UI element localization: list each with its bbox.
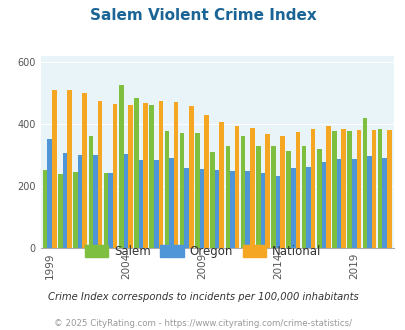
Bar	[139, 159, 143, 248]
Bar	[366, 156, 371, 248]
Bar	[280, 136, 284, 248]
Bar	[199, 169, 204, 248]
Bar	[179, 133, 184, 248]
Bar	[195, 133, 199, 248]
Bar	[169, 158, 173, 248]
Bar	[305, 167, 310, 248]
Bar	[234, 126, 239, 248]
Bar	[377, 129, 382, 248]
Bar	[382, 158, 386, 248]
Bar	[336, 159, 341, 248]
Bar	[43, 170, 47, 248]
Bar	[331, 131, 336, 248]
Bar	[52, 90, 56, 248]
Bar	[62, 153, 67, 248]
Bar	[310, 129, 315, 248]
Bar	[321, 162, 325, 248]
Bar	[219, 122, 224, 248]
Bar	[149, 105, 153, 248]
Bar	[275, 176, 280, 248]
Bar	[93, 155, 98, 248]
Bar	[295, 132, 299, 248]
Bar	[325, 125, 330, 248]
Text: Crime Index corresponds to incidents per 100,000 inhabitants: Crime Index corresponds to incidents per…	[47, 292, 358, 302]
Bar	[173, 102, 178, 248]
Bar	[98, 101, 102, 248]
Bar	[119, 85, 123, 248]
Bar	[164, 131, 169, 248]
Bar	[240, 136, 245, 248]
Bar	[88, 136, 93, 248]
Bar	[316, 149, 321, 248]
Bar	[189, 106, 193, 248]
Bar	[230, 171, 234, 248]
Bar	[82, 93, 87, 248]
Bar	[153, 159, 158, 248]
Bar	[347, 131, 351, 248]
Bar	[371, 130, 375, 248]
Bar	[356, 130, 360, 248]
Text: © 2025 CityRating.com - https://www.cityrating.com/crime-statistics/: © 2025 CityRating.com - https://www.city…	[54, 319, 351, 328]
Bar	[271, 146, 275, 248]
Bar	[108, 173, 113, 248]
Bar	[214, 170, 219, 248]
Bar	[58, 174, 62, 248]
Bar	[78, 155, 82, 248]
Bar	[264, 134, 269, 248]
Bar	[143, 103, 147, 248]
Bar	[256, 146, 260, 248]
Bar	[128, 105, 132, 248]
Bar	[225, 146, 230, 248]
Bar	[67, 90, 72, 248]
Bar	[134, 98, 139, 248]
Bar	[386, 130, 390, 248]
Bar	[341, 129, 345, 248]
Bar	[286, 151, 290, 248]
Bar	[301, 146, 305, 248]
Bar	[245, 171, 249, 248]
Text: Salem Violent Crime Index: Salem Violent Crime Index	[90, 8, 315, 23]
Bar	[249, 128, 254, 248]
Bar	[210, 152, 214, 248]
Bar	[362, 118, 366, 248]
Bar	[351, 159, 356, 248]
Bar	[158, 101, 163, 248]
Bar	[184, 168, 189, 248]
Bar	[113, 104, 117, 248]
Bar	[290, 168, 295, 248]
Bar	[123, 154, 128, 248]
Bar	[104, 173, 108, 248]
Bar	[260, 173, 264, 248]
Bar	[47, 140, 52, 248]
Bar	[73, 172, 78, 248]
Legend: Salem, Oregon, National: Salem, Oregon, National	[80, 241, 325, 263]
Bar	[204, 115, 208, 248]
